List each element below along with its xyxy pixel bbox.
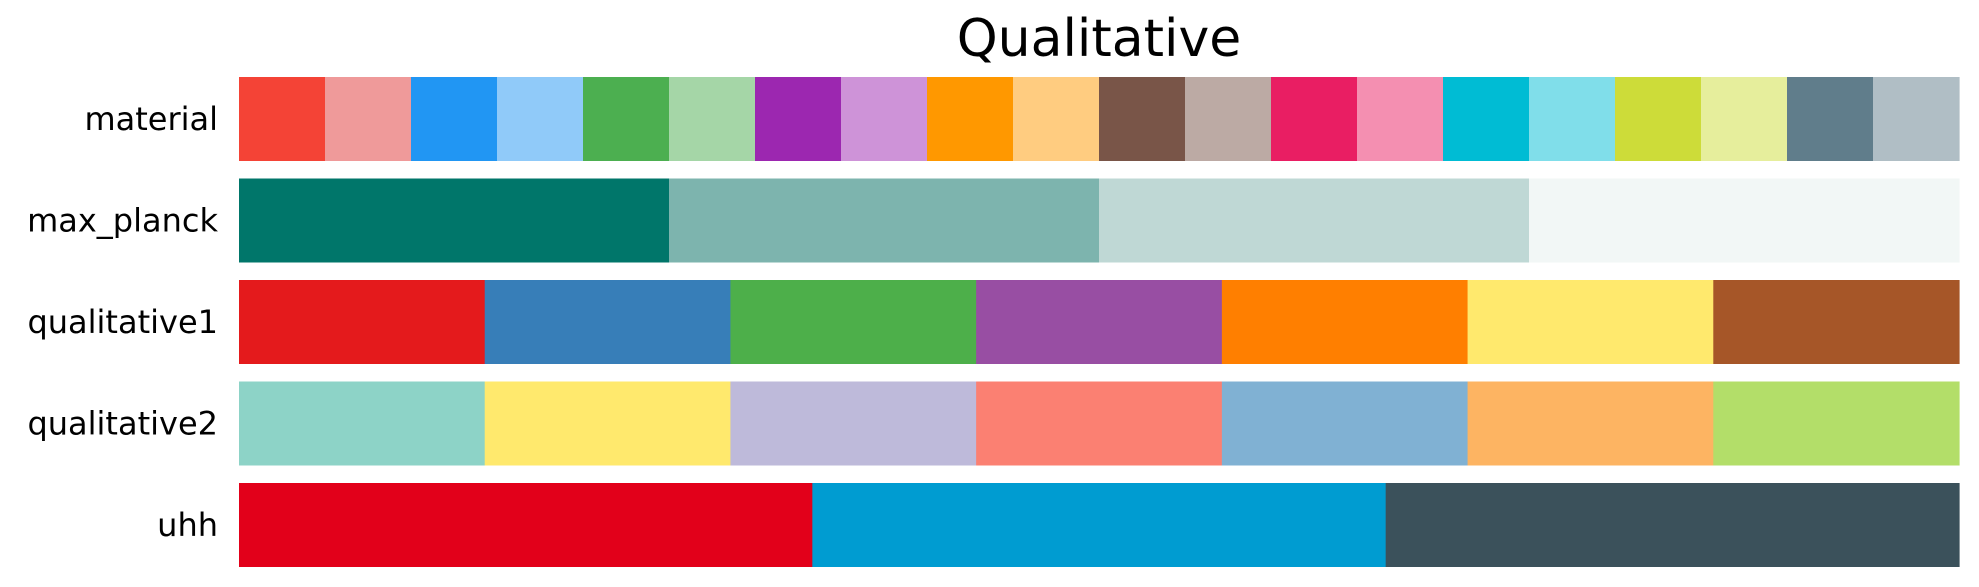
color-swatch [669,178,1100,263]
color-swatch [1221,280,1469,364]
color-swatch [1787,77,1874,161]
color-swatch [239,483,813,567]
color-swatch [325,77,412,161]
color-swatch [1713,381,1960,466]
color-swatch [730,381,977,466]
colormap-row-material: material [84,77,1960,161]
colormap-label: qualitative1 [27,303,218,341]
color-swatch [1013,77,1100,161]
color-swatch [1467,280,1714,364]
color-swatch [1185,77,1272,161]
color-swatch [484,280,732,364]
color-swatch [1271,77,1358,161]
chart-title: Qualitative [957,9,1242,69]
color-swatch [411,77,498,161]
color-swatch [841,77,928,161]
color-swatch [1099,77,1186,161]
colormap-row-max_planck: max_planck [27,178,1960,263]
color-swatch [1713,280,1960,364]
color-swatch [730,280,977,364]
color-swatch [1529,77,1616,161]
color-swatch [1357,77,1444,161]
colormap-rows: material max_planck qualitative1 qualitativ… [27,77,1960,567]
color-swatch [927,77,1014,161]
color-swatch [484,381,732,466]
color-swatch [583,77,670,161]
color-swatch [976,381,1223,466]
color-swatch [1467,381,1714,466]
color-swatch [755,77,842,161]
colormap-label: uhh [157,506,218,544]
color-swatch [1221,381,1469,466]
colormap-label: qualitative2 [27,405,218,443]
color-swatch [1529,178,1960,263]
color-swatch [976,280,1223,364]
colormap-row-qualitative2: qualitative2 [27,381,1960,466]
color-swatch [239,280,486,364]
color-swatch [239,178,670,263]
color-swatch [1873,77,1960,161]
color-swatch [812,483,1387,567]
color-swatch [1701,77,1788,161]
color-swatch [1099,178,1530,263]
colormap-label: material [84,100,218,138]
color-swatch [239,77,326,161]
color-swatch [239,381,486,466]
colormap-row-uhh: uhh [157,483,1960,567]
color-swatch [497,77,584,161]
colormap-row-qualitative1: qualitative1 [27,280,1960,364]
color-swatch [1615,77,1702,161]
color-swatch [1443,77,1530,161]
colormap-label: max_planck [27,202,218,240]
color-swatch [669,77,756,161]
color-swatch [1385,483,1960,567]
